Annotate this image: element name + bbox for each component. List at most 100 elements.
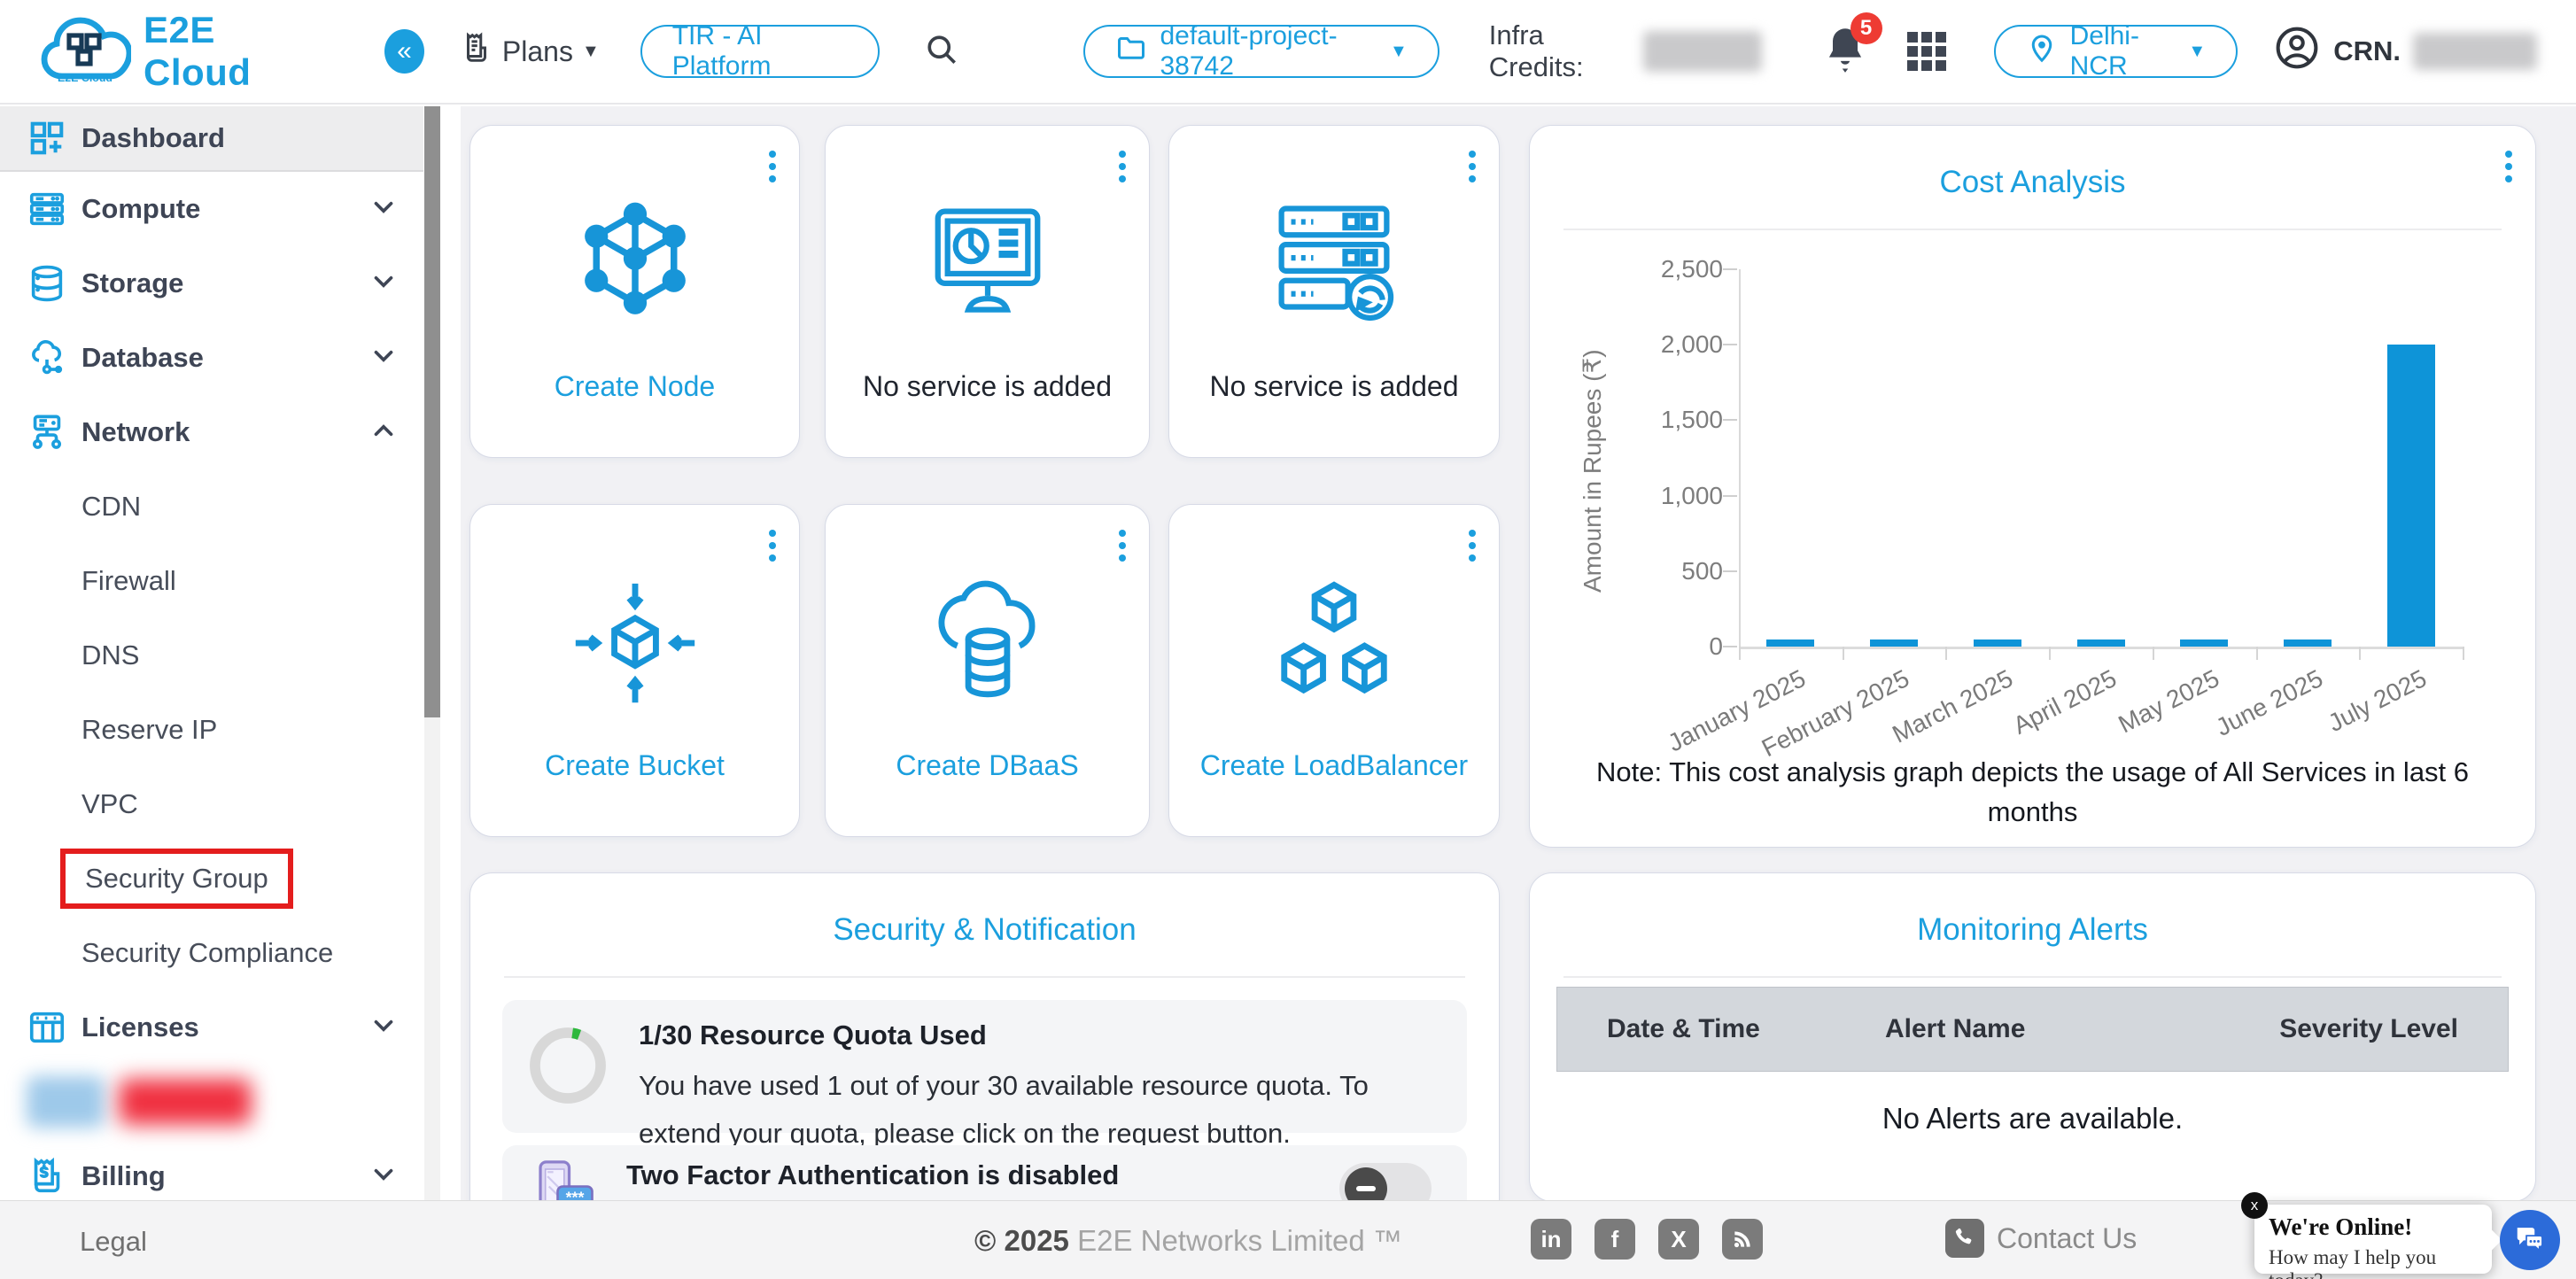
sidebar-item-label: Reserve IP — [81, 714, 218, 745]
chart-bar-january-2025 — [1766, 640, 1815, 647]
sidebar-item-label: Licenses — [81, 1012, 199, 1043]
crn-label: CRN. — [2333, 35, 2401, 66]
apps-grid-icon[interactable] — [1906, 32, 1946, 71]
chart-x-tick-mark — [1739, 647, 1741, 660]
service-card-label[interactable]: Create LoadBalancer — [1199, 749, 1469, 781]
user-account[interactable]: CRN. — [2273, 24, 2537, 79]
sidebar-scrollbar[interactable] — [424, 106, 440, 1200]
two-factor-title: Two Factor Authentication is disabled — [626, 1159, 1120, 1190]
sidebar-item-label: Database — [81, 342, 204, 373]
sidebar-item-label: Compute — [81, 193, 201, 224]
redacted-label — [119, 1079, 252, 1125]
infra-credits: Infra Credits: — [1489, 19, 1762, 83]
service-card-no-service-is-added[interactable]: No service is added — [825, 125, 1150, 458]
legal-link[interactable]: Legal — [80, 1226, 147, 1257]
chart-bar-may-2025 — [2180, 640, 2229, 647]
sidebar-item-security-compliance[interactable]: Security Compliance — [0, 916, 423, 990]
sidebar-item-network[interactable]: Network — [0, 395, 423, 469]
dbaas-icon — [921, 563, 1054, 723]
kebab-menu-icon[interactable] — [769, 524, 776, 567]
divider — [504, 976, 1465, 978]
brand-logo[interactable]: E2E Cloud E2E Cloud — [39, 9, 303, 95]
plans-menu[interactable]: Plans ▼ — [460, 31, 600, 72]
chart-y-tick-mark — [1723, 344, 1737, 346]
sidebar-collapse-button[interactable]: « — [384, 29, 424, 74]
sidebar-item-vpc[interactable]: VPC — [0, 767, 423, 841]
folder-icon — [1115, 32, 1147, 71]
kebab-menu-icon[interactable] — [2505, 145, 2512, 188]
sidebar-item-redacted[interactable] — [0, 1065, 423, 1139]
divider — [1563, 229, 2502, 230]
cost-analysis-chart: Amount in Rupees (₹) 0 500 1,000 1,500 2,000… — [1572, 255, 2511, 834]
chevron-down-icon — [369, 1159, 399, 1194]
kebab-menu-icon[interactable] — [769, 145, 776, 188]
service-card-create-dbaas[interactable]: Create DBaaS — [825, 504, 1150, 837]
chart-bar-june-2025 — [2283, 640, 2332, 647]
search-icon[interactable] — [922, 30, 961, 74]
service-card-label[interactable]: Create Bucket — [545, 749, 725, 781]
facebook-icon[interactable]: f — [1594, 1219, 1635, 1260]
infra-credits-label: Infra Credits: — [1488, 19, 1584, 82]
alerts-empty-message: No Alerts are available. — [1882, 1102, 2184, 1135]
service-card-label[interactable]: Create Node — [554, 370, 716, 402]
licenses-icon — [27, 1007, 67, 1048]
chart-y-tick-mark — [1723, 419, 1737, 422]
sidebar-item-firewall[interactable]: Firewall — [0, 544, 423, 618]
x-icon[interactable]: X — [1658, 1219, 1699, 1260]
chart-y-tick-mark — [1723, 494, 1737, 497]
chat-launcher-button[interactable] — [2500, 1210, 2560, 1270]
chart-x-tick-mark — [2049, 647, 2052, 660]
region-selector[interactable]: Delhi-NCR ▼ — [1993, 21, 2238, 81]
chat-greeting-bubble[interactable]: We're Online! How may I help you today? — [2254, 1205, 2492, 1279]
redacted-icon — [27, 1076, 105, 1128]
tir-platform-button[interactable]: TIR - AI Platform — [640, 21, 881, 81]
chart-y-axis-line — [1739, 269, 1741, 647]
rss-icon[interactable] — [1722, 1219, 1763, 1260]
contact-us-link[interactable]: Contact Us — [1945, 1219, 2137, 1258]
dashboard-icon — [27, 118, 67, 159]
kebab-menu-icon[interactable] — [1119, 145, 1126, 188]
sidebar-item-database[interactable]: Database — [0, 321, 423, 395]
notifications-button[interactable]: 5 — [1822, 12, 1882, 79]
chevron-down-icon — [369, 192, 399, 227]
project-selector[interactable]: default-project-38742 ▼ — [1083, 21, 1439, 81]
sidebar-item-reserve-ip[interactable]: Reserve IP — [0, 693, 423, 767]
chart-y-tick-mark — [1723, 646, 1737, 647]
chart-bar-july-2025 — [2386, 345, 2435, 647]
alerts-column-date-time: Date & Time — [1607, 1014, 1760, 1043]
sidebar-item-compute[interactable]: Compute — [0, 172, 423, 246]
sidebar-item-billing[interactable]: Billing — [0, 1139, 423, 1200]
service-card-no-service-is-added[interactable]: No service is added — [1168, 125, 1500, 458]
service-card-create-node[interactable]: Create Node — [469, 125, 800, 458]
infra-credits-value-redacted — [1642, 31, 1762, 72]
sidebar-item-security-group[interactable]: Security Group — [0, 841, 423, 916]
sidebar-item-label: Security Compliance — [81, 937, 334, 968]
copyright-year: © 2025 — [974, 1224, 1069, 1257]
chevron-down-icon — [369, 267, 399, 301]
service-card-label[interactable]: Create DBaaS — [896, 749, 1079, 781]
linkedin-icon[interactable]: in — [1531, 1219, 1571, 1260]
kebab-menu-icon[interactable] — [1469, 145, 1476, 188]
chat-close-button[interactable]: x — [2241, 1192, 2268, 1219]
sidebar-scrollbar-thumb[interactable] — [424, 106, 440, 717]
sidebar-item-storage[interactable]: Storage — [0, 246, 423, 321]
kebab-menu-icon[interactable] — [1119, 524, 1126, 567]
network-icon — [27, 412, 67, 453]
servers-icon — [1268, 184, 1401, 344]
sidebar-item-cdn[interactable]: CDN — [0, 469, 423, 544]
svg-text:E2E Cloud: E2E Cloud — [58, 72, 113, 84]
e2e-cloud-logo-icon: E2E Cloud — [39, 9, 133, 95]
sidebar-item-licenses[interactable]: Licenses — [0, 990, 423, 1065]
chart-y-tick-label: 1,000 — [1660, 481, 1723, 509]
sidebar-item-dashboard[interactable]: Dashboard — [0, 106, 423, 172]
service-card-create-bucket[interactable]: Create Bucket — [469, 504, 800, 837]
chart-x-tick-mark — [2463, 647, 2464, 660]
main-content: Create Node No service is added No service… — [461, 106, 2576, 1279]
service-card-create-loadbalancer[interactable]: Create LoadBalancer — [1168, 504, 1500, 837]
chart-bar-april-2025 — [2076, 640, 2125, 647]
chart-bar-march-2025 — [1973, 640, 2021, 647]
sidebar-item-dns[interactable]: DNS — [0, 618, 423, 693]
kebab-menu-icon[interactable] — [1469, 524, 1476, 567]
plans-label: Plans — [501, 35, 573, 67]
chat-online-status: We're Online! — [2269, 1213, 2413, 1240]
